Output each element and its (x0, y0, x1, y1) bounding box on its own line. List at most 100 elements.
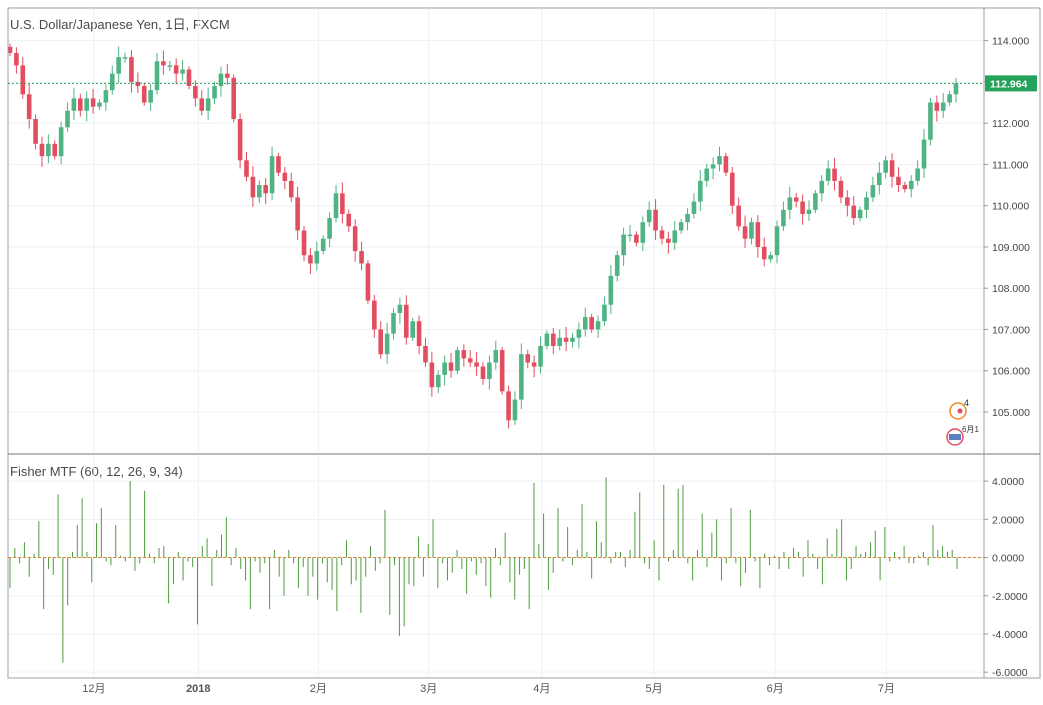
candle (327, 212, 332, 247)
candle (851, 196, 857, 226)
candle (659, 225, 665, 245)
candle-body (333, 193, 339, 219)
candle (889, 153, 895, 188)
candle-body (659, 230, 665, 239)
candle (493, 340, 499, 370)
candle-body (33, 119, 38, 144)
candle-body (953, 83, 959, 95)
candle-body (276, 156, 281, 173)
candle (301, 225, 307, 261)
candle (755, 215, 761, 258)
candle (263, 178, 268, 205)
candle-body (46, 143, 51, 157)
candle (640, 216, 646, 252)
candle (314, 241, 320, 271)
candle (193, 80, 198, 107)
candle (276, 152, 281, 176)
event-marker-dot (957, 408, 963, 414)
indicator-axis[interactable]: -6.0000 -4.0000 -2.0000 0.0000 2.0000 4.0000 (984, 476, 1028, 679)
candle-body (947, 94, 952, 103)
y-tick-label: 109.000 (992, 242, 1030, 254)
candle (346, 209, 352, 233)
candle-body (813, 193, 818, 210)
candle-body (698, 180, 703, 202)
candle-body (84, 98, 90, 111)
candle-body (749, 222, 754, 239)
candle-body (781, 209, 786, 227)
candle (186, 66, 192, 90)
candle-body (180, 69, 185, 74)
y-tick-label: -4.0000 (992, 629, 1028, 641)
candle (857, 206, 863, 222)
price-axis[interactable]: 105.000 106.000 107.000 108.000 109.000 110.0… (984, 36, 1030, 419)
candle-body (378, 329, 384, 355)
candle (710, 157, 716, 180)
candle (512, 391, 518, 425)
event-badge-label: 6月1 (962, 425, 979, 434)
candle (288, 172, 294, 202)
price-badge (985, 75, 1037, 92)
candle (563, 326, 569, 352)
candle (723, 152, 729, 176)
candle (461, 344, 467, 367)
candle (365, 260, 371, 304)
candle (908, 175, 914, 198)
candle-body (729, 172, 735, 206)
candle-body (531, 362, 537, 367)
candle-body (717, 156, 722, 165)
candle (825, 160, 831, 186)
candle-body (161, 61, 166, 66)
candle (20, 57, 26, 99)
candle-body (116, 57, 121, 74)
candle (250, 166, 256, 207)
candle-body (940, 102, 946, 111)
candle-body (646, 209, 652, 223)
candle-body (78, 98, 83, 111)
candle-body (52, 143, 58, 157)
candle-body (129, 57, 134, 82)
candle (282, 166, 288, 190)
candle-body (557, 337, 563, 346)
candle-body (173, 65, 179, 74)
candle (928, 97, 933, 146)
candle-body (365, 263, 371, 301)
candle (14, 47, 19, 74)
candle (570, 333, 575, 348)
x-tick-label: 12月 (82, 683, 105, 695)
candle (84, 91, 90, 122)
candle (359, 241, 364, 271)
candle-body (340, 193, 345, 214)
candle (940, 93, 946, 118)
candle-body (608, 275, 614, 305)
y-tick-label: -6.0000 (992, 667, 1028, 679)
candle (557, 329, 563, 351)
candle-body (122, 57, 128, 59)
candle (154, 53, 160, 95)
event-badge-label: 4 (964, 398, 969, 408)
time-axis[interactable]: 12月 2018 2月 3月 4月 5月 6月 7月 (82, 683, 895, 695)
candle-body (320, 238, 326, 252)
candle-body (710, 164, 716, 169)
candle (698, 170, 703, 212)
candle-body (876, 172, 882, 186)
candle (52, 140, 58, 160)
candle (403, 295, 409, 345)
candle (717, 146, 722, 172)
candle-body (455, 350, 460, 371)
candle (39, 136, 45, 167)
candle (915, 160, 920, 186)
candle-body (921, 139, 927, 169)
candle-body (474, 362, 479, 367)
candle-body (614, 255, 620, 276)
candle-body (416, 321, 422, 346)
candle (71, 87, 77, 121)
candle-body (551, 333, 556, 346)
candle-body (768, 255, 773, 260)
candle-body (397, 304, 403, 313)
candle (819, 175, 825, 202)
x-tick-label: 2月 (310, 683, 327, 695)
candle (487, 355, 492, 390)
candle (672, 220, 678, 250)
candle (129, 50, 134, 93)
